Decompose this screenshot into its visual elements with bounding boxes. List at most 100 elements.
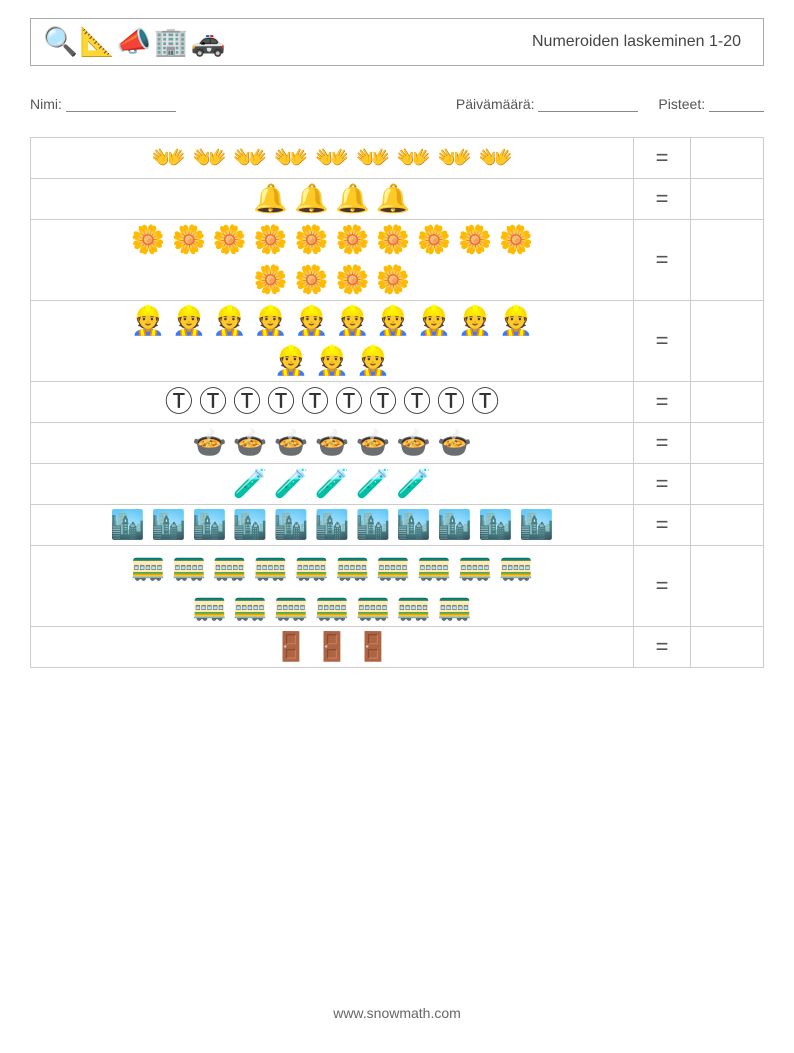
magnifier-icon: 🔍 <box>43 28 78 56</box>
table-row: 🚃🚃🚃🚃🚃🚃🚃🚃🚃🚃🚃🚃🚃🚃🚃🚃🚃= <box>31 546 764 627</box>
answer-cell[interactable] <box>691 423 764 464</box>
count-object-icon: 👷 <box>417 307 452 335</box>
equals-cell: = <box>634 301 691 382</box>
count-object-icon: 👷 <box>253 307 288 335</box>
count-object-icon: 🏙️ <box>151 511 186 539</box>
count-object-icon: 🍲 <box>274 429 309 457</box>
name-blank[interactable] <box>66 97 176 112</box>
date-field: Päivämäärä: <box>456 96 638 112</box>
count-object-icon: 🏙️ <box>519 511 554 539</box>
answer-cell[interactable] <box>691 138 764 179</box>
count-object-icon: 🚃 <box>274 592 309 620</box>
count-object-icon: 🌼 <box>335 266 370 294</box>
count-object-icon: Ⓣ <box>301 388 329 416</box>
equals-cell: = <box>634 423 691 464</box>
count-object-icon: 👐 <box>478 144 513 172</box>
meta-row: Nimi: Päivämäärä: Pisteet: <box>30 96 764 112</box>
count-objects-cell: 🚃🚃🚃🚃🚃🚃🚃🚃🚃🚃🚃🚃🚃🚃🚃🚃🚃 <box>31 546 634 627</box>
count-object-icon: 🚃 <box>172 552 207 580</box>
page-title: Numeroiden laskeminen 1-20 <box>532 33 751 51</box>
table-row: 🔔🔔🔔🔔= <box>31 179 764 220</box>
count-object-icon: 🚃 <box>458 552 493 580</box>
count-objects-cell: 🔔🔔🔔🔔 <box>31 179 634 220</box>
count-object-icon: 🍲 <box>315 429 350 457</box>
answer-cell[interactable] <box>691 179 764 220</box>
count-object-icon: 🚃 <box>417 552 452 580</box>
count-object-icon: 🍲 <box>396 429 431 457</box>
count-object-icon: 👷 <box>355 347 390 375</box>
count-object-icon: 👷 <box>499 307 534 335</box>
answer-cell[interactable] <box>691 220 764 301</box>
answer-cell[interactable] <box>691 301 764 382</box>
equals-cell: = <box>634 382 691 423</box>
score-label: Pisteet: <box>658 96 705 112</box>
building-icon: 🏢 <box>154 28 189 56</box>
count-object-icon: 🚃 <box>131 552 166 580</box>
equals-cell: = <box>634 505 691 546</box>
date-label: Päivämäärä: <box>456 96 535 112</box>
table-row: 👷👷👷👷👷👷👷👷👷👷👷👷👷= <box>31 301 764 382</box>
count-object-icon: 🚪 <box>355 633 390 661</box>
count-object-icon: 🌼 <box>376 266 411 294</box>
count-object-icon: 🌼 <box>417 226 452 254</box>
count-object-icon: 👷 <box>458 307 493 335</box>
answer-cell[interactable] <box>691 627 764 668</box>
count-object-icon: 👐 <box>192 144 227 172</box>
count-object-icon: 🏙️ <box>315 511 350 539</box>
count-object-icon: 🏙️ <box>274 511 309 539</box>
answer-cell[interactable] <box>691 505 764 546</box>
table-row: 👐👐👐👐👐👐👐👐👐= <box>31 138 764 179</box>
count-object-icon: 🔔 <box>294 185 329 213</box>
count-object-icon: 🚃 <box>233 592 268 620</box>
equals-cell: = <box>634 138 691 179</box>
count-object-icon: 🧪 <box>396 470 431 498</box>
count-object-icon: 🚃 <box>253 552 288 580</box>
equals-cell: = <box>634 179 691 220</box>
answer-cell[interactable] <box>691 382 764 423</box>
count-object-icon: 🌼 <box>376 226 411 254</box>
count-object-icon: 🍲 <box>192 429 227 457</box>
count-object-icon: 🏙️ <box>110 511 145 539</box>
count-object-icon: 🚃 <box>192 592 227 620</box>
count-object-icon: 🚃 <box>396 592 431 620</box>
count-object-icon: 🌼 <box>294 226 329 254</box>
count-objects-cell: 🌼🌼🌼🌼🌼🌼🌼🌼🌼🌼🌼🌼🌼🌼 <box>31 220 634 301</box>
count-objects-cell: 👷👷👷👷👷👷👷👷👷👷👷👷👷 <box>31 301 634 382</box>
count-object-icon: 🧪 <box>274 470 309 498</box>
equals-cell: = <box>634 220 691 301</box>
count-object-icon: Ⓣ <box>369 388 397 416</box>
count-object-icon: 🏙️ <box>396 511 431 539</box>
answer-cell[interactable] <box>691 464 764 505</box>
police-car-icon: 🚓 <box>191 28 226 56</box>
count-object-icon: 🚪 <box>274 633 309 661</box>
count-object-icon: 🔔 <box>335 185 370 213</box>
answer-cell[interactable] <box>691 546 764 627</box>
count-object-icon: 👐 <box>151 144 186 172</box>
equals-cell: = <box>634 627 691 668</box>
table-row: 🚪🚪🚪= <box>31 627 764 668</box>
table-row: 🏙️🏙️🏙️🏙️🏙️🏙️🏙️🏙️🏙️🏙️🏙️= <box>31 505 764 546</box>
count-object-icon: 🍲 <box>355 429 390 457</box>
count-object-icon: Ⓣ <box>267 388 295 416</box>
megaphone-icon: 📣 <box>117 28 152 56</box>
count-object-icon: 🏙️ <box>437 511 472 539</box>
count-object-icon: 👷 <box>212 307 247 335</box>
count-objects-cell: 🍲🍲🍲🍲🍲🍲🍲 <box>31 423 634 464</box>
count-object-icon: Ⓣ <box>437 388 465 416</box>
count-object-icon: Ⓣ <box>165 388 193 416</box>
count-object-icon: 🌼 <box>458 226 493 254</box>
count-object-icon: 🚃 <box>437 592 472 620</box>
count-object-icon: 🚃 <box>499 552 534 580</box>
count-object-icon: 🧪 <box>355 470 390 498</box>
header-band: 🔍 📐 📣 🏢 🚓 Numeroiden laskeminen 1-20 <box>30 18 764 66</box>
count-object-icon: 👐 <box>355 144 390 172</box>
count-objects-cell: 👐👐👐👐👐👐👐👐👐 <box>31 138 634 179</box>
score-blank[interactable] <box>709 97 764 112</box>
count-object-icon: Ⓣ <box>471 388 499 416</box>
footer-url: www.snowmath.com <box>0 1005 794 1021</box>
counting-table: 👐👐👐👐👐👐👐👐👐=🔔🔔🔔🔔=🌼🌼🌼🌼🌼🌼🌼🌼🌼🌼🌼🌼🌼🌼=👷👷👷👷👷👷👷👷👷👷… <box>30 137 764 668</box>
count-object-icon: 🌼 <box>131 226 166 254</box>
equals-cell: = <box>634 546 691 627</box>
date-blank[interactable] <box>538 97 638 112</box>
count-object-icon: 🧪 <box>315 470 350 498</box>
